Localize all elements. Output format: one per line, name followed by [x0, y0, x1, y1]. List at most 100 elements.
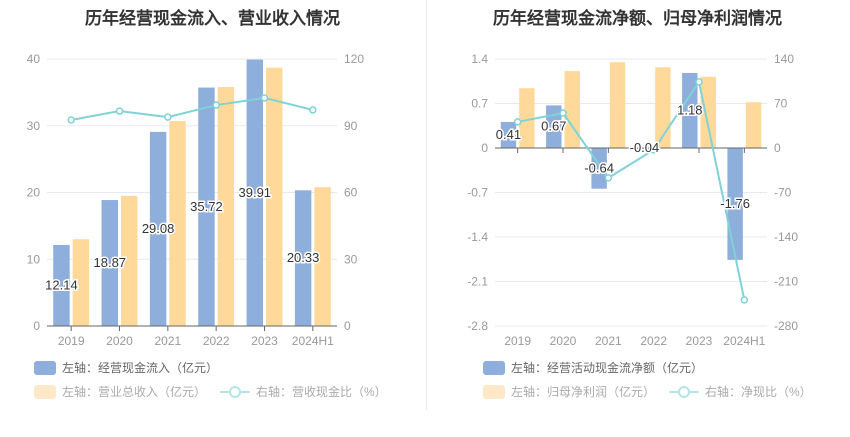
left-tick-label: 20 — [27, 186, 41, 200]
bar-series-1 — [101, 200, 118, 326]
line-point — [604, 174, 613, 182]
x-tick-label: 2022 — [640, 334, 667, 348]
chart-panel-net-cash: 历年经营现金流净额、归母净利润情况 -2.8 -2.1 -1.4 -0.7 0 0.7 1.… — [425, 0, 850, 437]
bar-series-1 — [294, 190, 312, 326]
x-tick-label: 2023 — [686, 334, 713, 348]
line-point — [67, 116, 75, 124]
bar-series-2 — [564, 71, 580, 148]
bar-data-label: 0.67 — [541, 119, 566, 134]
right-tick-label: 0 — [774, 141, 781, 155]
chart-title: 历年经营现金流入、营业收入情况 — [85, 9, 340, 28]
chart-svg: -2.8 -2.1 -1.4 -0.7 0 0.7 1.4 -280 -210 -140 -70 0 7… — [467, 52, 798, 348]
right-tick-label: -140 — [774, 230, 798, 244]
legend-row-2: 左轴：归母净利润（亿元） 右轴：净现比（%） — [483, 383, 812, 400]
bar-data-label: -0.64 — [584, 160, 614, 175]
bar-series-1 — [682, 72, 698, 148]
line-point — [212, 101, 220, 109]
line-point — [559, 109, 567, 117]
x-tick-label: 2019 — [58, 334, 85, 348]
bar-data-label: 0.41 — [496, 127, 521, 142]
right-tick-label: -70 — [774, 186, 792, 200]
legend-swatch — [34, 360, 56, 375]
left-tick-label: 10 — [27, 252, 41, 266]
x-tick-label: 2019 — [504, 334, 531, 348]
left-tick-label: 30 — [27, 119, 41, 133]
legend-label: 左轴：营业总收入（亿元） — [62, 385, 207, 399]
chart-title: 历年经营现金流净额、归母净利润情况 — [493, 9, 782, 28]
legend-item-line[interactable]: 右轴：净现比（%） — [655, 383, 812, 400]
bar-data-label: 1.18 — [677, 102, 702, 117]
bar-series-1 — [53, 244, 70, 326]
bar-series-2 — [519, 88, 535, 148]
left-tick-label: -0.7 — [467, 186, 488, 200]
legend-swatch — [483, 384, 505, 399]
right-tick-label: 30 — [344, 252, 358, 266]
line-point — [115, 107, 124, 115]
line-point — [649, 146, 658, 154]
x-tick-label: 2020 — [550, 334, 577, 348]
legend-swatch — [34, 384, 56, 399]
chart-panel-cash-inflow: 历年经营现金流入、营业收入情况 0 10 20 30 40 0 30 60 90 120 2019 2… — [27, 9, 387, 400]
x-tick-label: 2021 — [595, 334, 622, 348]
bar-series-1 — [149, 131, 167, 326]
bar-series-1 — [198, 87, 215, 326]
legend-line-marker-icon — [220, 385, 251, 399]
left-tick-label: -1.4 — [467, 230, 488, 244]
x-tick-label: 2021 — [154, 334, 181, 348]
legend-label: 左轴：经营活动现金流净额（亿元） — [511, 361, 704, 375]
bar-data-label: 18.87 — [94, 255, 127, 270]
line-point — [260, 94, 269, 102]
bar-series-1 — [500, 121, 517, 148]
x-tick-label: 2024H1 — [723, 334, 765, 348]
right-tick-label: 90 — [344, 119, 358, 133]
right-tick-label: 60 — [344, 186, 358, 200]
legend-line-marker-icon — [669, 385, 700, 399]
legend-label: 右轴：净现比（%） — [705, 385, 812, 399]
legend-item-bar2[interactable]: 左轴：营业总收入（亿元） — [34, 383, 206, 400]
bar-data-label: 12.14 — [45, 277, 78, 292]
bar-data-label: 39.91 — [239, 185, 272, 200]
bar-series-2 — [121, 195, 138, 326]
bar-data-label: -0.04 — [630, 140, 660, 155]
line-point — [695, 78, 703, 86]
line-point — [164, 113, 172, 121]
x-tick-label: 2024H1 — [292, 334, 334, 348]
bar-series-2 — [72, 239, 90, 326]
right-tick-label: -280 — [774, 319, 798, 333]
bar-series-2 — [217, 87, 235, 326]
bar-data-label: 35.72 — [190, 199, 223, 214]
left-tick-label: 0 — [33, 319, 40, 333]
bar-series-1 — [727, 148, 743, 260]
left-tick-label: 40 — [27, 52, 41, 66]
divider — [426, 0, 427, 410]
legend-item-bar1[interactable]: 左轴：经营活动现金流净额（亿元） — [483, 359, 703, 376]
left-tick-label: 0.7 — [471, 97, 488, 111]
bar-series-2 — [745, 102, 762, 148]
bar-series-2 — [266, 67, 283, 327]
left-tick-label: 1.4 — [471, 52, 488, 66]
legend-swatch — [483, 360, 505, 375]
bar-series-1 — [246, 59, 263, 327]
legend-item-bar2[interactable]: 左轴：归母净利润（亿元） — [483, 383, 655, 400]
legend-label: 右轴：营收现金比（%） — [256, 385, 387, 399]
legend-item-bar1[interactable]: 左轴：经营现金流入（亿元） — [34, 359, 218, 376]
legend-item-line[interactable]: 右轴：营收现金比（%） — [206, 383, 387, 400]
legend-label: 左轴：经营现金流入（亿元） — [62, 361, 219, 375]
x-tick-label: 2022 — [203, 334, 230, 348]
right-tick-label: 140 — [774, 52, 794, 66]
line-point — [740, 296, 749, 304]
x-tick-label: 2023 — [251, 334, 278, 348]
right-tick-label: 0 — [344, 319, 351, 333]
x-tick-label: 2020 — [106, 334, 133, 348]
legend-row-2: 左轴：营业总收入（亿元） 右轴：营收现金比（%） — [34, 383, 387, 400]
bar-series-2 — [169, 121, 186, 326]
bar-series-2 — [655, 67, 671, 148]
line-point — [309, 106, 317, 114]
bar-data-label: 20.33 — [287, 250, 320, 265]
right-tick-label: 120 — [344, 52, 364, 66]
bar-data-label: -1.76 — [720, 196, 750, 211]
legend-label: 左轴：归母净利润（亿元） — [511, 385, 656, 399]
bar-data-label: 29.08 — [142, 221, 175, 236]
line-series — [70, 96, 314, 121]
